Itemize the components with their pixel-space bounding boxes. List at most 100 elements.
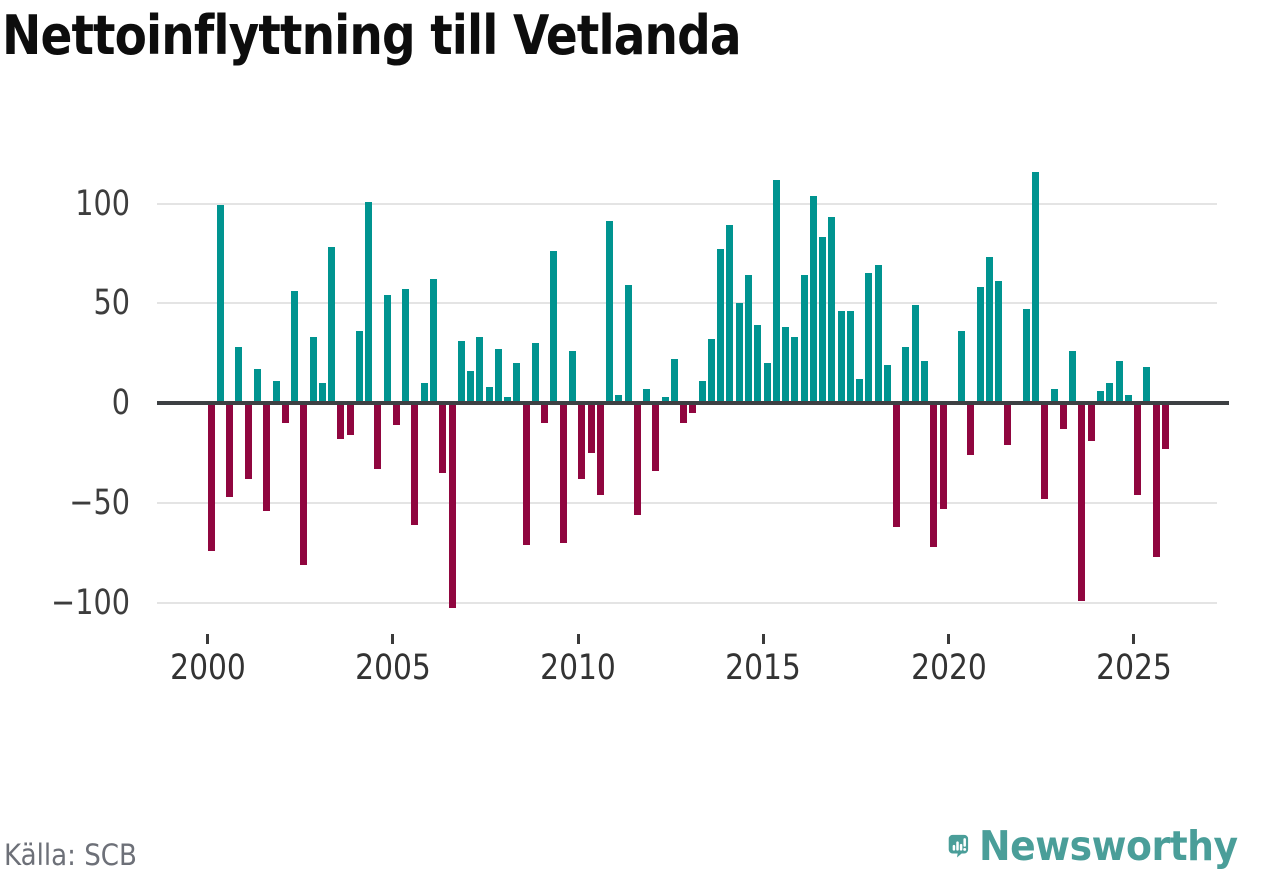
bar-2010Q2 — [587, 405, 595, 453]
bar-2016Q2 — [809, 195, 817, 401]
bar-2011Q1 — [615, 395, 623, 401]
bar-2023Q2 — [1069, 351, 1077, 401]
newsworthy-branding: Newsworthy — [948, 813, 1260, 879]
source-attribution: Källa: SCB — [4, 838, 137, 872]
bar-2011Q2 — [624, 285, 632, 401]
x-axis-tick-2000 — [206, 634, 210, 644]
bar-2000Q2 — [216, 205, 224, 401]
bar-2017Q1 — [837, 311, 845, 401]
x-axis-tick-2010 — [576, 634, 580, 644]
gridline--100 — [157, 601, 1217, 604]
bar-2018Q4 — [902, 347, 910, 401]
bar-2001Q4 — [272, 381, 280, 401]
bar-2020Q3 — [967, 405, 975, 455]
bar-2007Q3 — [485, 387, 493, 401]
bar-2021Q2 — [995, 281, 1003, 401]
bar-2000Q1 — [207, 405, 215, 551]
bar-2002Q4 — [309, 337, 317, 401]
x-axis-label-2005: 2005 — [354, 648, 431, 688]
bar-2010Q4 — [606, 221, 614, 401]
bar-2021Q1 — [985, 257, 993, 401]
bar-2019Q1 — [911, 305, 919, 401]
bar-2018Q1 — [874, 265, 882, 401]
bar-2012Q2 — [661, 397, 669, 401]
y-axis-label-0: 0 — [111, 383, 130, 423]
x-axis-label-2015: 2015 — [725, 648, 802, 688]
bar-2002Q3 — [300, 405, 308, 565]
x-axis-label-2000: 2000 — [169, 648, 246, 688]
bar-2019Q3 — [930, 405, 938, 547]
bar-2003Q4 — [346, 405, 354, 435]
bar-2005Q3 — [411, 405, 419, 525]
bar-2022Q4 — [1050, 389, 1058, 401]
x-axis-tick-2025 — [1132, 634, 1136, 644]
bar-2015Q1 — [763, 363, 771, 401]
bar-2010Q3 — [596, 405, 604, 495]
bar-2013Q1 — [689, 405, 697, 413]
bar-2014Q2 — [735, 303, 743, 401]
bar-2016Q3 — [819, 237, 827, 401]
bar-2024Q3 — [1115, 361, 1123, 401]
bar-2000Q4 — [235, 347, 243, 401]
bar-2025Q4 — [1161, 405, 1169, 449]
bar-2012Q4 — [680, 405, 688, 423]
bar-2018Q2 — [883, 365, 891, 401]
bar-2008Q1 — [504, 397, 512, 401]
newsworthy-logo-icon — [948, 834, 969, 858]
bar-2006Q4 — [457, 341, 465, 401]
bar-2008Q4 — [531, 343, 539, 401]
bar-2019Q2 — [920, 361, 928, 401]
gridline--50 — [157, 501, 1217, 504]
bar-2001Q1 — [244, 405, 252, 479]
bar-2008Q3 — [522, 405, 530, 545]
bar-2005Q4 — [420, 383, 428, 401]
bar-2008Q2 — [513, 363, 521, 401]
bar-2001Q2 — [254, 369, 262, 401]
bar-2012Q3 — [670, 359, 678, 401]
bar-2003Q3 — [337, 405, 345, 439]
y-axis-label-50: 50 — [93, 283, 130, 324]
bar-2002Q2 — [291, 291, 299, 401]
bar-2016Q1 — [800, 275, 808, 401]
bar-2009Q2 — [550, 251, 558, 401]
y-axis-label--50: −50 — [69, 482, 130, 523]
chart-title: Nettoinflyttning till Vetlanda — [2, 4, 742, 67]
bar-2015Q4 — [791, 337, 799, 401]
x-axis-tick-2020 — [947, 634, 951, 644]
x-axis-label-2010: 2010 — [540, 648, 616, 688]
x-axis-label-2020: 2020 — [910, 648, 987, 688]
x-axis-tick-2015 — [761, 634, 765, 644]
bar-2015Q2 — [772, 179, 780, 401]
bar-2017Q4 — [865, 273, 873, 401]
bar-2003Q1 — [318, 383, 326, 401]
gridline-100 — [157, 202, 1217, 205]
bar-2012Q1 — [652, 405, 660, 471]
bar-2004Q3 — [374, 405, 382, 469]
bar-2003Q2 — [328, 247, 336, 401]
bar-2009Q1 — [541, 405, 549, 423]
bar-2004Q4 — [383, 295, 391, 401]
bar-2006Q2 — [439, 405, 447, 473]
bar-2013Q4 — [717, 249, 725, 401]
bar-2024Q1 — [1096, 391, 1104, 401]
bar-2025Q3 — [1152, 405, 1160, 557]
bar-2009Q4 — [568, 351, 576, 401]
bar-2022Q2 — [1032, 171, 1040, 401]
bar-2007Q4 — [494, 349, 502, 401]
y-axis-label-100: 100 — [75, 183, 130, 224]
bar-2009Q3 — [559, 405, 567, 543]
bar-2011Q3 — [633, 405, 641, 515]
x-axis-label-2025: 2025 — [1096, 648, 1172, 688]
bar-2004Q2 — [365, 201, 373, 401]
gridline-50 — [157, 302, 1217, 305]
bar-2021Q3 — [1004, 405, 1012, 445]
bar-2023Q4 — [1087, 405, 1095, 441]
y-axis-label--100: −100 — [51, 582, 130, 623]
bar-2022Q1 — [1022, 309, 1030, 401]
bar-2020Q4 — [976, 287, 984, 401]
bar-2020Q2 — [958, 331, 966, 401]
bar-2006Q3 — [448, 405, 456, 609]
bar-2018Q3 — [893, 405, 901, 527]
bar-2025Q1 — [1134, 405, 1142, 495]
